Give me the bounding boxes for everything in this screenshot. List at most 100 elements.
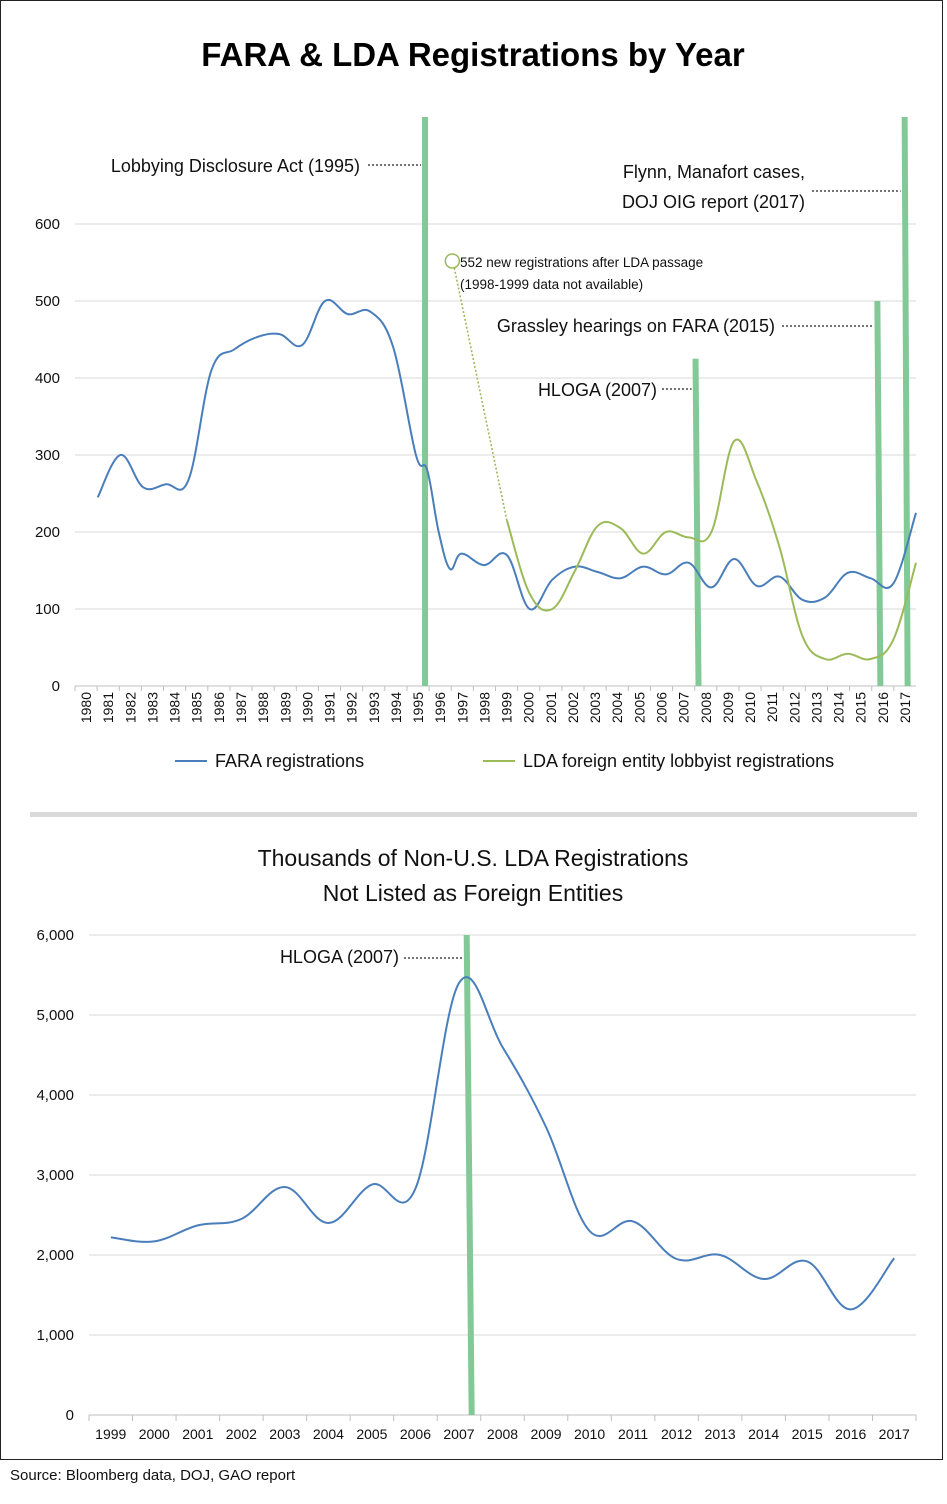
x-tick-label: 1987	[233, 692, 249, 723]
x-tick-label: 2014	[748, 1426, 779, 1442]
x-tick-label: 2009	[720, 692, 736, 723]
x-tick-label: 1990	[299, 692, 315, 723]
x-tick-label: 1980	[78, 692, 94, 723]
x-tick-label: 1988	[255, 692, 271, 723]
y-tick-label: 1,000	[36, 1327, 74, 1344]
x-tick-label: 2008	[487, 1426, 518, 1442]
annotation-line1: 552 new registrations after LDA passage	[460, 255, 703, 270]
x-tick-label: 2001	[182, 1426, 213, 1442]
x-tick-label: 1982	[122, 692, 138, 723]
event-markers: Lobbying Disclosure Act (1995) HLOGA (200…	[111, 116, 911, 687]
chart-title-2: Thousands of Non-U.S. LDA Registrations	[258, 845, 689, 871]
x-tick-label: 1985	[189, 692, 205, 723]
x-tick-label: 2002	[565, 692, 581, 723]
x-tick-label: 1994	[388, 692, 404, 723]
x-tick-label: 2003	[269, 1426, 300, 1442]
y-tick-label: 200	[35, 524, 60, 541]
figure-frame	[0, 0, 943, 1460]
x-tick-label: 2003	[587, 692, 603, 723]
x-tick-label: 2010	[742, 692, 758, 723]
x-tick-label: 1997	[454, 692, 470, 723]
series-line-2	[110, 976, 895, 1311]
x-tick-label: 2011	[764, 692, 780, 722]
event-line	[901, 116, 911, 687]
y-tick-label: 400	[35, 370, 60, 387]
chart-title: FARA & LDA Registrations by Year	[201, 36, 745, 73]
x-tick-label: 2017	[879, 1426, 910, 1442]
y-tick-label: 100	[35, 601, 60, 618]
x-tick-label: 1998	[476, 692, 492, 723]
y-tick-label: 6,000	[36, 927, 74, 944]
event-markers-2: HLOGA (2007)	[280, 934, 475, 1416]
x-tick-label: 2017	[897, 692, 913, 723]
y-axis-ticks-2: 0 1,000 2,000 3,000 4,000 5,000 6,000	[36, 927, 74, 1424]
gridlines-2	[89, 934, 916, 1416]
series-line	[505, 438, 917, 661]
series-line	[96, 298, 917, 611]
event-label: Flynn, Manafort cases,	[623, 162, 805, 182]
x-tick-label: 1999	[95, 1426, 126, 1442]
event-line	[692, 358, 702, 687]
gridlines	[75, 223, 916, 687]
x-tick-label: 2007	[443, 1426, 474, 1442]
x-tick-label: 2015	[792, 1426, 823, 1442]
y-axis-ticks: 0 100 200 300 400 500 600	[35, 216, 60, 695]
legend-label: FARA registrations	[215, 751, 364, 771]
y-tick-label: 600	[35, 216, 60, 233]
x-tick-label: 1993	[366, 692, 382, 723]
legend: FARA registrations LDA foreign entity lob…	[175, 751, 834, 771]
x-tick-label: 2014	[831, 692, 847, 723]
y-tick-label: 4,000	[36, 1087, 74, 1104]
x-axis-ticks-2: 1999 2000 2001 2002 2003 2004 2005 2006 2007 2008…	[88, 1415, 917, 1442]
x-tick-label: 2010	[574, 1426, 605, 1442]
event-label-line2: DOJ OIG report (2017)	[622, 192, 805, 212]
annotation-leader	[453, 267, 508, 521]
x-tick-label: 2004	[313, 1426, 344, 1442]
x-tick-label: 2008	[698, 692, 714, 723]
x-tick-label: 1981	[100, 692, 116, 723]
x-tick-label: 2012	[786, 692, 802, 723]
y-tick-label: 0	[66, 1407, 74, 1424]
non-us-lda-chart: Thousands of Non-U.S. LDA Registrations …	[36, 845, 917, 1442]
x-tick-label: 1995	[410, 692, 426, 723]
y-tick-label: 300	[35, 447, 60, 464]
x-tick-label: 2012	[661, 1426, 692, 1442]
legend-label: LDA foreign entity lobbyist registration…	[523, 751, 834, 771]
x-tick-label: 2000	[139, 1426, 170, 1442]
x-tick-label: 1999	[499, 692, 515, 723]
event-label: HLOGA (2007)	[538, 380, 657, 400]
x-tick-label: 2015	[853, 692, 869, 723]
event-line	[463, 934, 475, 1416]
x-tick-label: 2016	[835, 1426, 866, 1442]
x-tick-label: 2007	[676, 692, 692, 723]
x-tick-label: 2004	[609, 692, 625, 723]
lda-annotation: 552 new registrations after LDA passage (…	[444, 253, 703, 521]
x-tick-label: 1983	[145, 692, 161, 723]
event-label: Lobbying Disclosure Act (1995)	[111, 156, 360, 176]
x-tick-label: 2005	[356, 1426, 387, 1442]
fara-lda-chart: FARA & LDA Registrations by Year 0 100 200…	[35, 36, 917, 771]
annotation-line2: (1998-1999 data not available)	[460, 277, 643, 292]
x-tick-label: 2005	[631, 692, 647, 723]
chart-subtitle-2: Not Listed as Foreign Entities	[323, 880, 623, 906]
x-tick-label: 1996	[432, 692, 448, 723]
y-tick-label: 0	[52, 678, 60, 695]
x-tick-label: 1984	[167, 692, 183, 723]
x-tick-label: 2001	[543, 692, 559, 723]
x-tick-label: 1989	[277, 692, 293, 723]
x-tick-label: 2002	[226, 1426, 257, 1442]
y-tick-label: 5,000	[36, 1007, 74, 1024]
source-note: Source: Bloomberg data, DOJ, GAO report	[10, 1467, 296, 1484]
x-tick-label: 1986	[211, 692, 227, 723]
x-tick-label: 2006	[654, 692, 670, 723]
x-tick-label: 1992	[344, 692, 360, 723]
x-tick-label: 1991	[322, 692, 338, 723]
series-lines	[96, 298, 917, 661]
y-tick-label: 2,000	[36, 1247, 74, 1264]
x-tick-label: 2006	[400, 1426, 431, 1442]
x-axis-ticks: 1980 1981 1982 1983 1984 1985 1986 1987 1988 1989…	[74, 686, 913, 723]
x-tick-label: 2011	[618, 1426, 648, 1442]
x-tick-label: 2000	[521, 692, 537, 723]
y-tick-label: 3,000	[36, 1167, 74, 1184]
event-label: HLOGA (2007)	[280, 947, 399, 967]
